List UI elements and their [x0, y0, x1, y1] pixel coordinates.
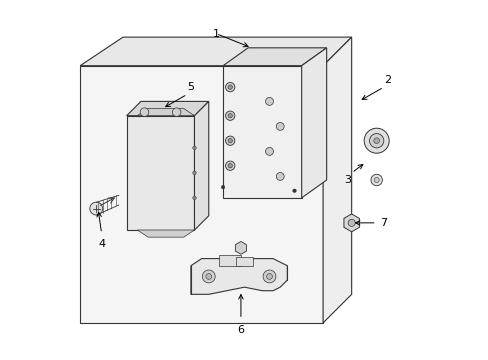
FancyBboxPatch shape [219, 255, 241, 266]
Polygon shape [194, 102, 208, 230]
Polygon shape [126, 102, 208, 116]
Circle shape [225, 111, 234, 120]
Circle shape [227, 163, 232, 168]
Text: 4: 4 [98, 239, 105, 249]
Circle shape [265, 148, 273, 156]
Polygon shape [80, 66, 323, 323]
Polygon shape [223, 48, 326, 66]
Circle shape [225, 82, 234, 92]
Polygon shape [137, 109, 194, 116]
Text: 5: 5 [187, 82, 194, 92]
Circle shape [225, 136, 234, 145]
Circle shape [265, 98, 273, 105]
Circle shape [90, 202, 102, 215]
Circle shape [227, 85, 232, 89]
Circle shape [227, 113, 232, 118]
Polygon shape [137, 230, 194, 237]
Circle shape [373, 177, 378, 183]
Text: 2: 2 [383, 75, 390, 85]
Polygon shape [301, 48, 326, 198]
Circle shape [192, 171, 196, 175]
Circle shape [373, 138, 379, 144]
Circle shape [192, 146, 196, 150]
Circle shape [276, 122, 284, 130]
FancyBboxPatch shape [235, 257, 253, 266]
Circle shape [221, 185, 224, 189]
Circle shape [263, 270, 275, 283]
Circle shape [227, 139, 232, 143]
Circle shape [292, 189, 296, 193]
Circle shape [225, 161, 234, 170]
Circle shape [364, 128, 388, 153]
Circle shape [370, 174, 382, 186]
Text: 3: 3 [344, 175, 351, 185]
Circle shape [202, 270, 215, 283]
Text: 1: 1 [212, 28, 219, 39]
Polygon shape [323, 37, 351, 323]
Circle shape [276, 172, 284, 180]
Circle shape [347, 219, 354, 226]
Text: 7: 7 [380, 218, 386, 228]
Circle shape [192, 196, 196, 200]
Circle shape [140, 108, 148, 116]
Polygon shape [126, 116, 194, 230]
Polygon shape [80, 37, 351, 66]
Circle shape [172, 108, 181, 116]
Text: 6: 6 [237, 325, 244, 335]
Polygon shape [223, 66, 301, 198]
Circle shape [369, 134, 383, 148]
Polygon shape [190, 258, 287, 294]
Circle shape [266, 274, 272, 279]
Circle shape [205, 274, 211, 279]
